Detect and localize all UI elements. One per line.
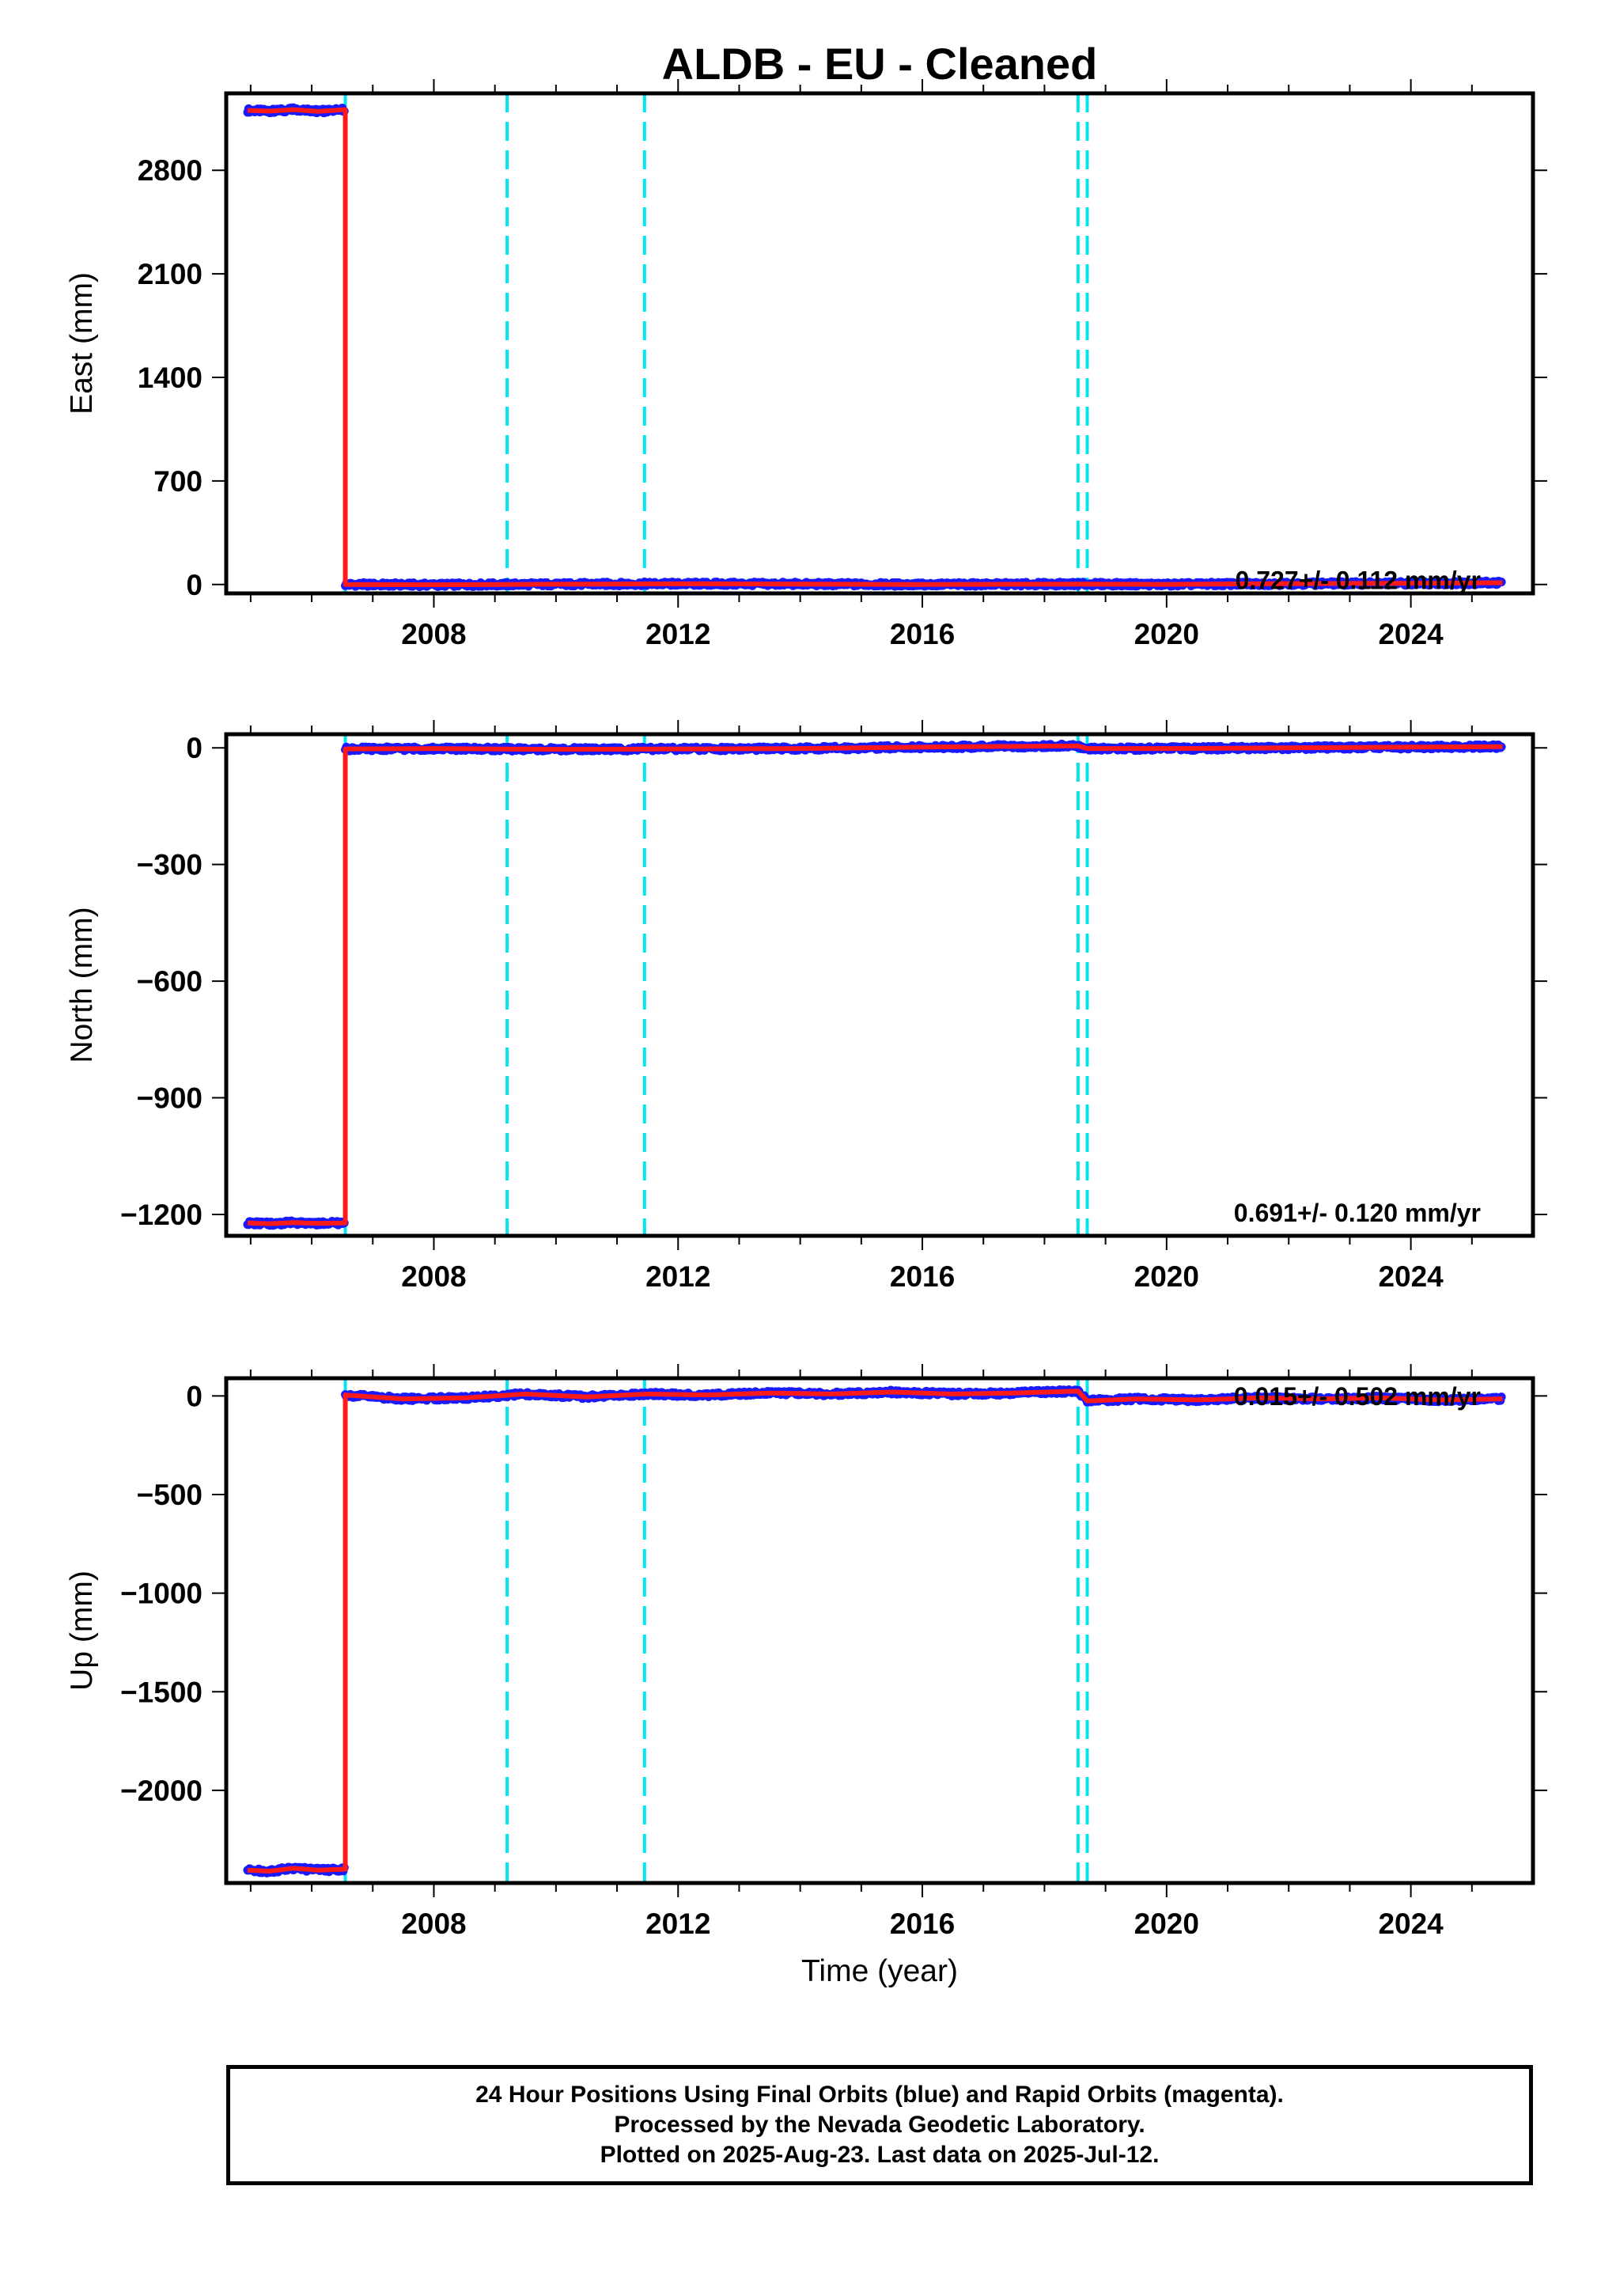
chart-title: ALDB - EU - Cleaned <box>662 39 1098 89</box>
panel-east: 2008 2012 2016 2020 2024 0 700 1400 2100 2800 East… <box>65 79 1547 650</box>
velocity-label: 0.691+/- 0.120 mm/yr <box>1234 1199 1481 1227</box>
model-fit-line <box>247 743 1503 1226</box>
x-tick-label: 2012 <box>645 1908 710 1940</box>
footer-line-1: 24 Hour Positions Using Final Orbits (bl… <box>475 2082 1284 2108</box>
y-tick-label: 0 <box>186 732 202 764</box>
y-tick-label: −600 <box>137 965 202 998</box>
panel-frame <box>224 1376 1535 1885</box>
x-tick-label: 2024 <box>1378 618 1444 650</box>
y-tick-label: 2100 <box>138 258 202 290</box>
x-tick-label: 2016 <box>890 1260 955 1293</box>
plot-area <box>243 1378 1506 1883</box>
y-tick-label: −300 <box>137 849 202 881</box>
y-tick-label: 0 <box>186 569 202 601</box>
footer-line-3: Plotted on 2025-Aug-23. Last data on 202… <box>600 2142 1160 2168</box>
y-axis-title: North (mm) <box>65 907 99 1063</box>
model-fit-line <box>247 1389 1503 1874</box>
footer-line-2: Processed by the Nevada Geodetic Laborat… <box>614 2112 1145 2138</box>
y-tick-label: 700 <box>153 465 202 498</box>
x-tick-label: 2008 <box>401 1260 466 1293</box>
velocity-label: 0.015+/- 0.502 mm/yr <box>1234 1382 1481 1411</box>
y-tick-label: 2800 <box>138 154 202 187</box>
y-tick-label: 1400 <box>138 362 202 394</box>
plot-area <box>243 734 1506 1236</box>
x-tick-label: 2024 <box>1378 1260 1444 1293</box>
x-tick-label: 2020 <box>1134 1260 1199 1293</box>
y-tick-label: −900 <box>137 1082 202 1115</box>
model-fit-line <box>247 107 1503 588</box>
y-tick-label: 0 <box>186 1380 202 1412</box>
panel-north: 2008 2012 2016 2020 2024 0 −300 −600 −900 −1200 No… <box>65 720 1547 1293</box>
y-tick-label: −500 <box>137 1479 202 1511</box>
y-tick-label: −1000 <box>120 1578 202 1610</box>
footer-caption-box: 24 Hour Positions Using Final Orbits (bl… <box>226 2065 1533 2185</box>
y-tick-label: −2000 <box>120 1775 202 1807</box>
plot-area <box>243 93 1506 593</box>
x-tick-label: 2020 <box>1134 1908 1199 1940</box>
y-axis-title: Up (mm) <box>65 1570 99 1691</box>
x-axis-title: Time (year) <box>801 1954 958 1988</box>
x-tick-label: 2008 <box>401 618 466 650</box>
x-tick-label: 2020 <box>1134 618 1199 650</box>
velocity-label: 0.727+/- 0.112 mm/yr <box>1236 566 1481 595</box>
x-tick-label: 2024 <box>1378 1908 1444 1940</box>
panel-frame <box>224 732 1535 1238</box>
x-tick-label: 2012 <box>645 618 710 650</box>
y-tick-label: −1500 <box>120 1676 202 1708</box>
y-axis-title: East (mm) <box>65 272 99 415</box>
x-tick-label: 2012 <box>645 1260 710 1293</box>
panel-up: 2008 2012 2016 2020 2024 0 −500 −1000 −1500 −2000… <box>65 1364 1547 1988</box>
y-tick-label: −1200 <box>120 1199 202 1231</box>
panel-frame <box>224 91 1535 596</box>
x-tick-label: 2016 <box>890 1908 955 1940</box>
x-tick-label: 2008 <box>401 1908 466 1940</box>
x-tick-label: 2016 <box>890 618 955 650</box>
